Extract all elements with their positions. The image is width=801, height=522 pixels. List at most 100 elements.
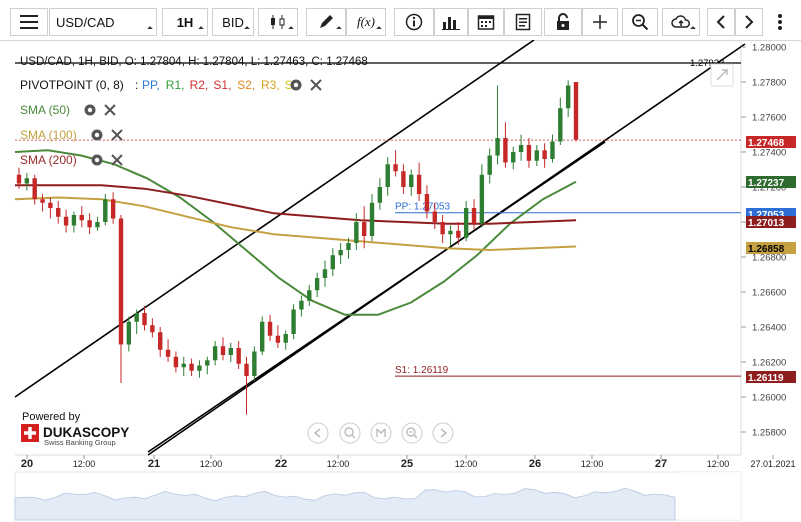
price-tag-label: 1.26119 xyxy=(748,373,784,384)
sma-50-settings-button[interactable] xyxy=(84,104,96,116)
candle-body xyxy=(16,174,22,184)
pivot-levels: PP: 1.27053 S1: 1.26119 xyxy=(15,62,741,377)
nav-zoom-in-button[interactable] xyxy=(401,422,423,444)
timeframe-select[interactable]: 1H xyxy=(162,8,208,36)
chart-type-button[interactable] xyxy=(258,8,298,36)
candle-body xyxy=(369,202,375,236)
instrument-label: USD/CAD xyxy=(56,14,115,30)
y-tick-label: 1.26800 xyxy=(752,253,786,264)
candle-body xyxy=(79,215,84,221)
pivot-separator: : xyxy=(135,78,138,92)
save-cloud-button[interactable] xyxy=(662,8,700,36)
chart-info: USD/CAD, 1H, BID, O: 1.27804, H: 1.27804… xyxy=(20,56,368,68)
nav-zoom-out-button[interactable] xyxy=(339,422,361,444)
x-tick-label: 12:00 xyxy=(327,459,350,469)
candle-body xyxy=(448,230,453,235)
kebab-icon xyxy=(778,14,782,30)
y-tick-label: 1.25800 xyxy=(752,428,786,439)
pivot-label: PIVOTPOINT (0, 8) xyxy=(20,78,124,92)
x-tick-label: 26 xyxy=(529,458,541,470)
price-axis: 1.280001.278001.276001.274001.272001.270… xyxy=(690,43,796,439)
sma-100-close-button[interactable] xyxy=(111,129,123,141)
branding: Powered by DUKASCOPY Swiss Banking Group xyxy=(21,411,129,447)
side-select[interactable]: BID xyxy=(212,8,254,36)
sma-200-settings-button[interactable] xyxy=(91,154,103,166)
sma-100-settings-button[interactable] xyxy=(91,129,103,141)
nav-reset-button[interactable] xyxy=(370,422,392,444)
nav-back-button[interactable] xyxy=(307,422,329,444)
scroll-right-button[interactable] xyxy=(735,8,763,36)
candle-body xyxy=(212,346,218,361)
zoom-button[interactable] xyxy=(622,8,658,36)
sma-200-close-button[interactable] xyxy=(111,154,123,166)
candle-body xyxy=(71,215,77,226)
candle-body xyxy=(197,365,202,371)
candle-body xyxy=(110,199,116,219)
sma-50-close-button[interactable] xyxy=(104,104,116,116)
nav-forward-button[interactable] xyxy=(432,422,454,444)
candle-body xyxy=(40,199,45,203)
scroll-left-button[interactable] xyxy=(707,8,735,36)
x-tick-label: 27 xyxy=(655,458,667,470)
candle-body xyxy=(385,164,390,187)
candle-body xyxy=(24,178,30,184)
price-tag xyxy=(746,176,796,188)
candle-body xyxy=(150,325,155,333)
candle-body xyxy=(291,309,296,334)
candle-body xyxy=(424,194,430,212)
more-button[interactable] xyxy=(765,8,795,36)
hamburger-icon xyxy=(20,15,38,29)
powered-by-text: Powered by xyxy=(22,411,81,423)
candlestick-icon xyxy=(271,15,285,29)
news-button[interactable] xyxy=(504,8,542,36)
fx-icon: f(x) xyxy=(356,14,376,29)
candle-body xyxy=(189,363,194,371)
pivot-items: PP,R1,R2,S1,S2,R3,S3 xyxy=(142,78,300,92)
channel-line-lower xyxy=(147,141,606,453)
channel-line-upper xyxy=(14,40,535,398)
candle-body xyxy=(463,208,469,238)
lock-button[interactable] xyxy=(544,8,582,36)
timeframe-label: 1H xyxy=(176,14,194,30)
candle-body xyxy=(479,174,485,224)
level-label-s1: S1: 1.26119 xyxy=(395,365,449,376)
price-tag xyxy=(746,216,796,228)
pivot-item: PP, xyxy=(142,78,160,92)
candle-body xyxy=(534,150,539,161)
expand-button[interactable] xyxy=(710,63,734,87)
brand-sub: Swiss Banking Group xyxy=(44,438,116,447)
candle-body xyxy=(346,243,351,250)
price-tag-label: 1.27923 xyxy=(690,58,724,69)
crosshair-button[interactable] xyxy=(582,8,618,36)
pivot-settings-button[interactable] xyxy=(290,79,302,91)
candle-body xyxy=(236,348,241,364)
overview-navigator[interactable] xyxy=(14,471,742,521)
x-tick-label: 12:00 xyxy=(200,459,223,469)
sma-100-label: SMA (100) xyxy=(20,128,77,142)
sma-50-line xyxy=(14,149,577,316)
pivot-item: S1, xyxy=(213,78,231,92)
price-chart[interactable]: PP: 1.27053 S1: 1.26119 1.28000 1.27800 1.2… xyxy=(0,40,801,522)
x-tick-label: 12:00 xyxy=(581,459,604,469)
candle-body xyxy=(56,208,61,217)
candle-body xyxy=(558,108,563,142)
candle-body xyxy=(487,155,492,175)
chevron-right-icon xyxy=(745,15,754,29)
volume-button[interactable] xyxy=(434,8,468,36)
candle-body xyxy=(503,138,508,163)
candle-body xyxy=(63,216,69,226)
pivot-item: S2, xyxy=(237,78,255,92)
candle-body xyxy=(456,230,461,238)
info-button[interactable] xyxy=(394,8,434,36)
x-tick-label: 12:00 xyxy=(455,459,478,469)
calendar-button[interactable] xyxy=(468,8,504,36)
draw-tool-button[interactable] xyxy=(306,8,346,36)
price-tag-label: 1.27053 xyxy=(748,210,785,221)
candle-body xyxy=(205,360,210,366)
candle-body xyxy=(573,82,579,140)
instrument-select[interactable]: USD/CAD xyxy=(49,8,157,36)
x-tick-label: 27.01.2021 xyxy=(750,459,795,469)
indicators-button[interactable]: f(x) xyxy=(346,8,386,36)
menu-button[interactable] xyxy=(10,8,48,36)
pivot-close-button[interactable] xyxy=(310,79,322,91)
